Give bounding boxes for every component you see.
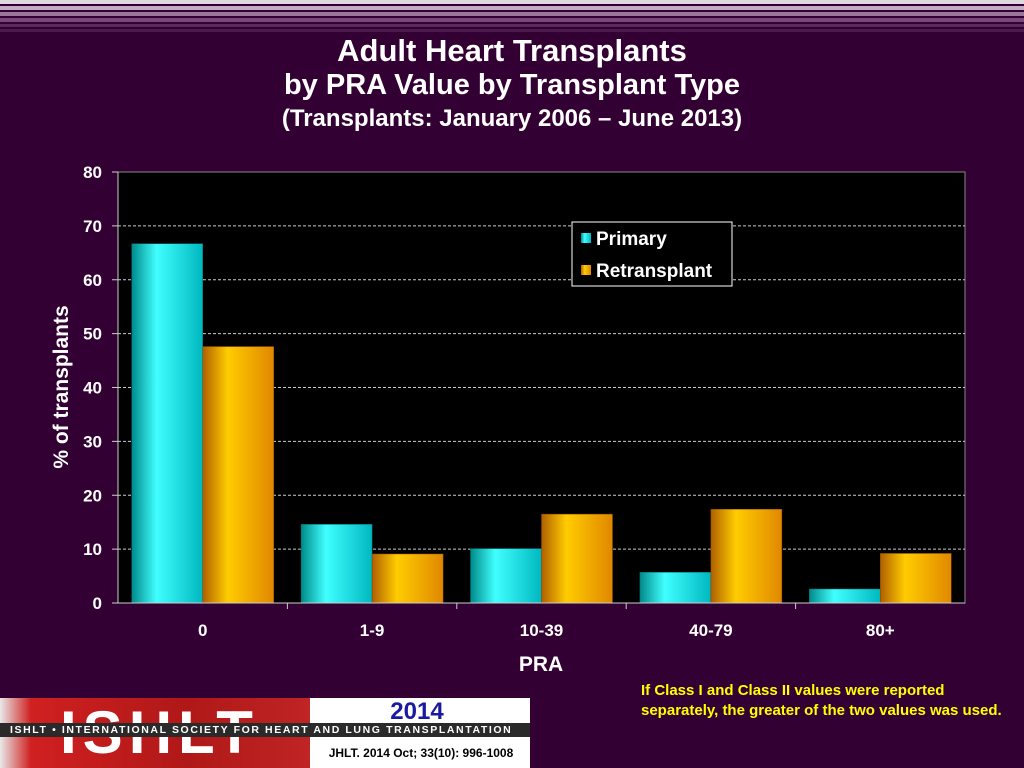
title-line-1: Adult Heart Transplants	[337, 33, 687, 68]
citation: JHLT. 2014 Oct; 33(10): 996-1008	[328, 746, 514, 760]
title-line-2: by PRA Value by Transplant Type	[283, 69, 741, 101]
bar-retransplant	[710, 509, 783, 604]
x-tick-labels: 0 1-9 10-39 40-79 80+	[198, 621, 895, 640]
bar-retransplant	[880, 553, 952, 604]
slide-title: Adult Heart Transplants by PRA Value by …	[0, 34, 1024, 136]
y-tick-label: 20	[83, 486, 102, 505]
legend-label-primary: Primary	[596, 229, 667, 250]
y-tick-label: 60	[83, 271, 102, 290]
bar-retransplant	[371, 553, 444, 604]
legend-box	[571, 221, 733, 287]
x-tick-label: 1-9	[360, 621, 385, 640]
legend-swatch-primary	[581, 233, 591, 243]
x-tick-label: 0	[198, 621, 207, 640]
header-stripes	[0, 0, 1024, 36]
bar-primary	[470, 548, 542, 604]
y-tick-label: 30	[83, 432, 102, 451]
bar-primary	[131, 243, 203, 604]
axes	[112, 171, 965, 609]
legend: Primary Retransplant	[571, 221, 733, 287]
bar-primary	[300, 524, 373, 604]
y-tick-label: 80	[83, 163, 102, 182]
x-tick-label: 40-79	[689, 621, 732, 640]
y-tick-label: 50	[83, 325, 102, 344]
footnote: If Class I and Class II values were repo…	[641, 682, 1002, 719]
y-tick-label: 0	[93, 594, 102, 613]
ishlt-logo: ISHLT ISHLT • INTERNATIONAL SOCIETY FOR …	[0, 698, 530, 768]
bar-primary	[809, 588, 881, 604]
x-tick-label: 80+	[866, 621, 895, 640]
y-tick-label: 40	[83, 379, 102, 398]
logo-year: 2014	[390, 698, 444, 725]
y-tick-labels: 0 10 20 30 40 50 60 70 80	[83, 163, 102, 613]
legend-swatch-retransplant	[581, 265, 591, 275]
y-tick-label: 10	[83, 540, 102, 559]
logo-society-band: ISHLT • INTERNATIONAL SOCIETY FOR HEART …	[0, 723, 530, 737]
bar-retransplant	[202, 346, 274, 604]
x-tick-label: 10-39	[520, 621, 563, 640]
x-axis-label: PRA	[519, 653, 563, 676]
legend-label-retransplant: Retransplant	[596, 261, 713, 282]
bar-retransplant	[541, 513, 613, 604]
y-axis-label: % of transplants	[50, 305, 73, 468]
bar-primary	[639, 572, 712, 604]
title-line-3: (Transplants: January 2006 – June 2013)	[281, 105, 743, 132]
y-tick-label: 70	[83, 217, 102, 236]
bars	[131, 243, 952, 604]
